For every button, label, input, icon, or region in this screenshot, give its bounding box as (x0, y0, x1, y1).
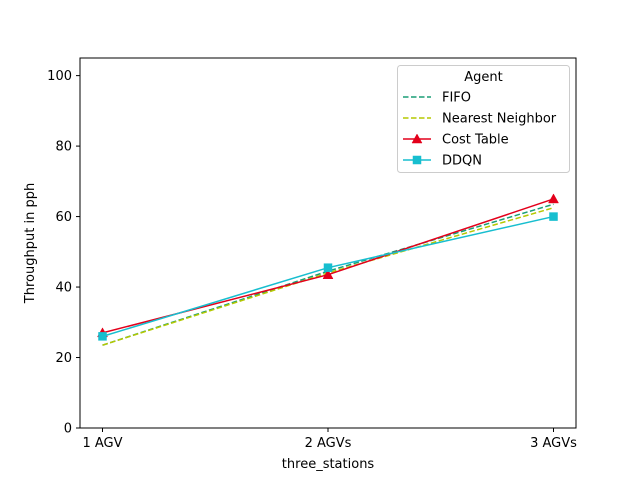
y-tick-label: 100 (47, 69, 72, 84)
y-tick-label: 0 (64, 422, 72, 437)
data-point-ddqn (98, 332, 107, 341)
series-group (97, 193, 559, 346)
x-tick-label: 1 AGV (82, 436, 122, 451)
legend-box (397, 65, 570, 173)
legend-marker-ddqn (412, 155, 422, 165)
x-tick-label: 2 AGVs (305, 436, 352, 451)
legend-label-cost-table: Cost Table (442, 133, 509, 148)
axes-group: 0 20 40 60 80 100 1 AGV 2 AGVs 3 AGVs (47, 69, 577, 451)
x-axis-label: three_stations (282, 457, 375, 472)
legend-title: Agent (464, 70, 502, 85)
y-tick-label: 60 (55, 210, 72, 225)
data-point-ddqn (549, 212, 558, 221)
y-tick-label: 40 (55, 281, 72, 296)
legend: Agent FIFO Nearest Neighbor Cost Table DDQN (397, 65, 570, 173)
data-point-cost-table (322, 269, 334, 279)
data-point-ddqn (323, 263, 333, 272)
legend-marker-cost-table (411, 133, 423, 144)
legend-label-fifo: FIFO (442, 91, 471, 106)
y-axis-label: Throughput in pph (23, 183, 38, 304)
y-tick-label: 20 (55, 351, 72, 366)
x-tick-label: 3 AGVs (530, 436, 577, 451)
data-point-cost-table (548, 193, 559, 204)
legend-label-nearest-neighbor: Nearest Neighbor (442, 112, 557, 127)
legend-label-ddqn: DDQN (442, 154, 482, 169)
y-tick-label: 80 (55, 140, 72, 155)
